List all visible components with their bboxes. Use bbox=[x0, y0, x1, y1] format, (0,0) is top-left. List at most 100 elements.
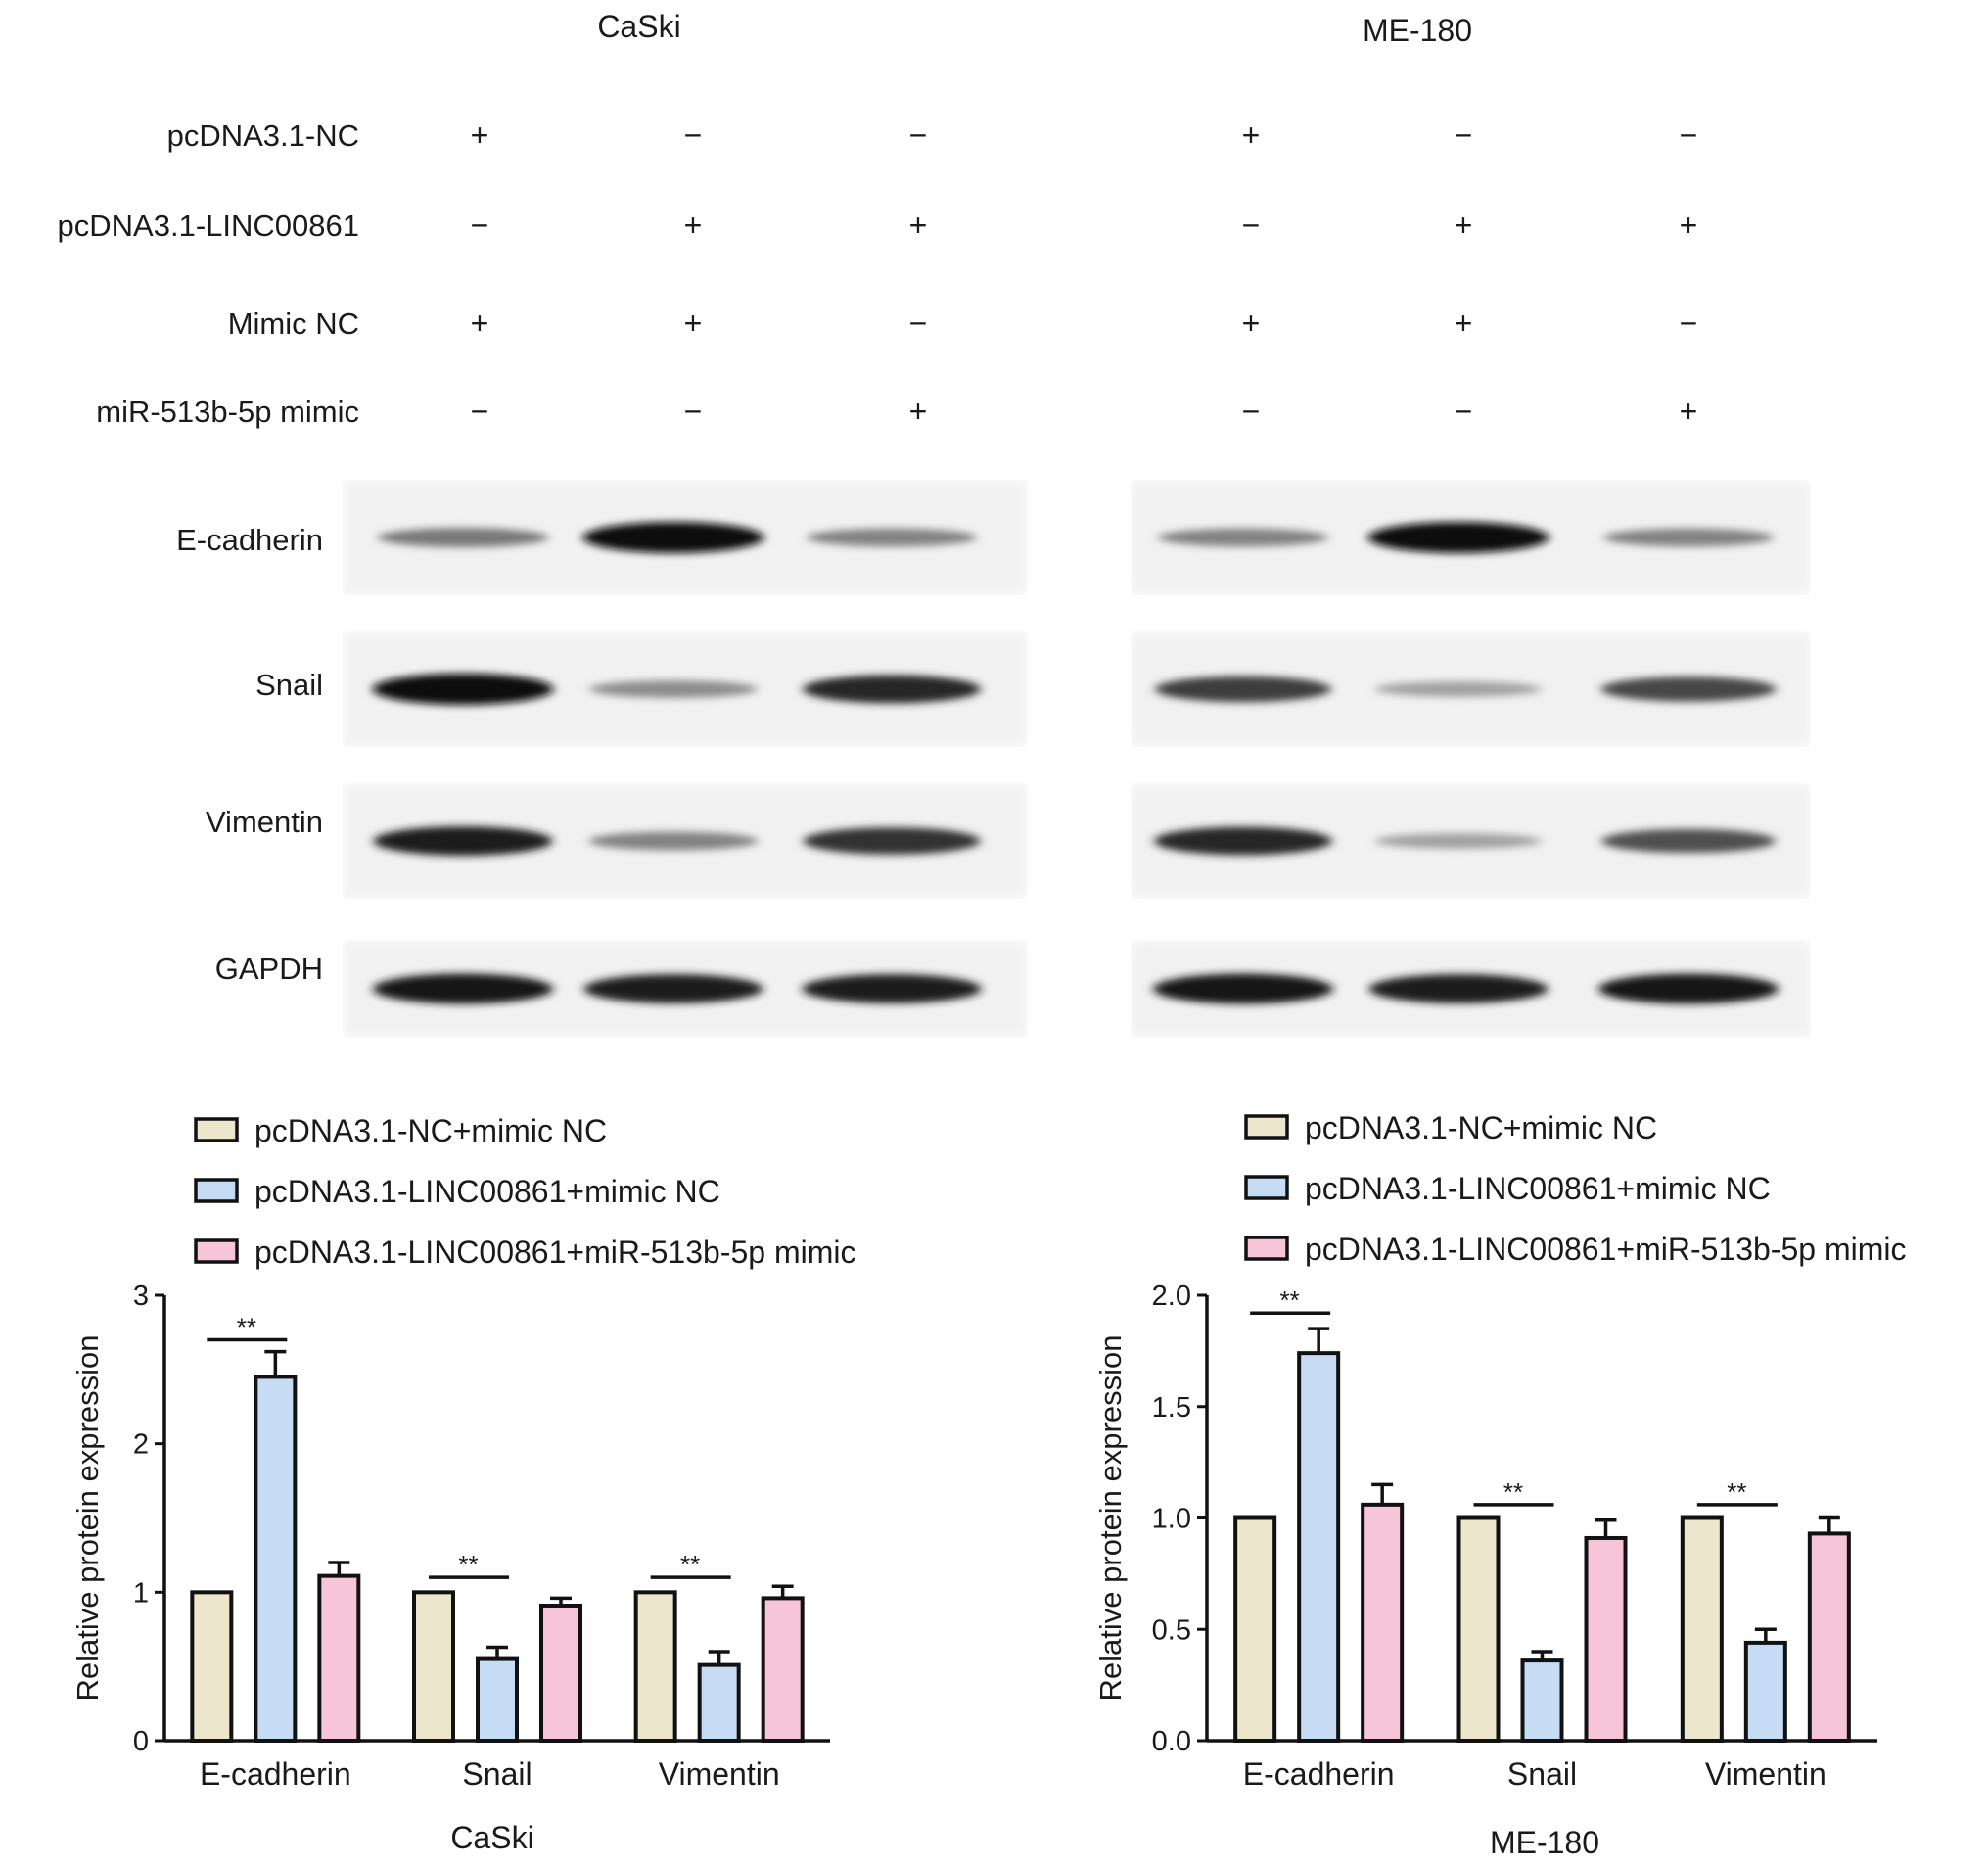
bar bbox=[761, 1596, 805, 1744]
y-tick-label: 0 bbox=[133, 1726, 149, 1757]
x-tick-label: E-cadherin bbox=[200, 1756, 351, 1792]
blot-band bbox=[373, 826, 553, 856]
blot-band bbox=[1600, 676, 1777, 702]
condition-label: pcDNA3.1-LINC00861 bbox=[58, 209, 359, 243]
blot-band bbox=[1155, 676, 1331, 703]
legend-swatch bbox=[1244, 1175, 1289, 1200]
legend-swatch bbox=[194, 1117, 239, 1142]
bar bbox=[1743, 1640, 1787, 1744]
bar bbox=[1361, 1502, 1405, 1743]
x-tick-label: Snail bbox=[462, 1756, 532, 1792]
me180-condition-sign: − bbox=[1242, 394, 1261, 429]
legend-swatch bbox=[1244, 1236, 1289, 1261]
blot-band bbox=[807, 528, 977, 547]
significance-label: ** bbox=[680, 1550, 700, 1579]
caski-condition-sign: − bbox=[471, 394, 489, 429]
me180-panel-title: ME-180 bbox=[1363, 13, 1472, 48]
blot-band bbox=[583, 974, 763, 1003]
y-tick-label: 2.0 bbox=[1152, 1281, 1191, 1312]
me180-condition-sign: − bbox=[1455, 117, 1473, 153]
western-blots: E-cadherin Snail Vimentin GAPDH bbox=[176, 480, 1811, 1038]
y-tick-label: 0.0 bbox=[1152, 1726, 1191, 1757]
blot-band bbox=[802, 974, 982, 1003]
x-tick-label: Vimentin bbox=[659, 1756, 780, 1792]
blot-band bbox=[372, 674, 554, 705]
me180-condition-sign: + bbox=[1680, 208, 1698, 243]
blot-band bbox=[803, 827, 981, 855]
x-tick-label: Snail bbox=[1507, 1756, 1577, 1792]
caski-condition-sign: − bbox=[909, 305, 928, 341]
blot-band bbox=[378, 528, 548, 547]
bar bbox=[190, 1590, 234, 1744]
caski-condition-sign: + bbox=[909, 394, 928, 429]
caski-blot-strip bbox=[343, 480, 1028, 595]
y-tick-label: 3 bbox=[133, 1281, 149, 1312]
bar bbox=[539, 1603, 582, 1743]
x-tick-label: E-cadherin bbox=[1243, 1756, 1395, 1792]
blot-band bbox=[1154, 826, 1332, 856]
blot-band bbox=[1601, 828, 1776, 854]
blot-protein-label: E-cadherin bbox=[176, 523, 323, 557]
me180-bar-chart: pcDNA3.1-NC+mimic NC pcDNA3.1-LINC00861+m… bbox=[1093, 1110, 1906, 1860]
caski-condition-sign: + bbox=[471, 117, 489, 153]
x-axis-label: ME-180 bbox=[1490, 1825, 1599, 1860]
caski-condition-sign: + bbox=[471, 305, 489, 341]
y-axis-label: Relative protein expression bbox=[70, 1335, 105, 1702]
caski-condition-sign: − bbox=[909, 117, 928, 153]
caski-condition-sign: − bbox=[684, 117, 703, 153]
caski-blot-strip bbox=[343, 783, 1028, 899]
caski-condition-sign: − bbox=[684, 394, 703, 429]
bar bbox=[1520, 1658, 1564, 1743]
me180-condition-sign: + bbox=[1455, 305, 1473, 341]
legend-entry: pcDNA3.1-LINC00861+mimic NC bbox=[1305, 1171, 1771, 1206]
blot-band bbox=[1158, 528, 1328, 547]
blot-band bbox=[803, 675, 981, 704]
bar bbox=[254, 1375, 298, 1743]
blot-protein-label: Vimentin bbox=[206, 805, 323, 839]
legend-entry: pcDNA3.1-LINC00861+miR-513b-5p mimic bbox=[254, 1235, 855, 1270]
y-tick-label: 1 bbox=[133, 1577, 149, 1609]
me180-condition-sign: − bbox=[1680, 305, 1698, 341]
legend-entry: pcDNA3.1-LINC00861+mimic NC bbox=[254, 1174, 720, 1209]
significance-label: ** bbox=[1503, 1477, 1523, 1507]
bar bbox=[317, 1573, 361, 1744]
condition-label: pcDNA3.1-NC bbox=[167, 118, 359, 153]
bar bbox=[697, 1662, 741, 1744]
treatment-conditions: pcDNA3.1-NC + − − + − − pcDNA3.1-LINC00861 − + + − +… bbox=[58, 117, 1698, 429]
blot-band bbox=[1368, 974, 1549, 1003]
condition-label: Mimic NC bbox=[228, 306, 359, 341]
bar bbox=[1233, 1515, 1277, 1743]
caski-blot-strip bbox=[343, 940, 1028, 1038]
legend-swatch bbox=[1244, 1114, 1289, 1140]
bar bbox=[1680, 1515, 1724, 1743]
significance-label: ** bbox=[458, 1550, 478, 1579]
me180-condition-sign: − bbox=[1455, 394, 1473, 429]
me180-condition-sign: + bbox=[1680, 394, 1698, 429]
caski-condition-sign: − bbox=[471, 208, 489, 243]
blot-band bbox=[1367, 522, 1549, 553]
me180-condition-sign: − bbox=[1242, 208, 1261, 243]
y-axis-label: Relative protein expression bbox=[1093, 1335, 1128, 1702]
x-axis-label: CaSki bbox=[450, 1820, 533, 1855]
me180-condition-sign: + bbox=[1242, 117, 1261, 153]
me180-blot-strip bbox=[1131, 631, 1811, 747]
significance-label: ** bbox=[1280, 1285, 1300, 1315]
bar bbox=[412, 1590, 455, 1744]
legend-swatch bbox=[194, 1238, 239, 1264]
blot-band bbox=[1603, 528, 1774, 547]
me180-condition-sign: − bbox=[1680, 117, 1698, 153]
y-tick-label: 2 bbox=[133, 1429, 149, 1461]
bar bbox=[1584, 1535, 1628, 1743]
me180-blot-strip bbox=[1131, 783, 1811, 899]
blot-band bbox=[582, 522, 764, 553]
blot-band bbox=[1153, 973, 1333, 1004]
y-tick-label: 0.5 bbox=[1152, 1614, 1191, 1646]
me180-blot-strip bbox=[1131, 480, 1811, 595]
me180-blot-strip bbox=[1131, 940, 1811, 1038]
bar bbox=[1456, 1515, 1501, 1743]
blot-protein-label: Snail bbox=[255, 668, 323, 702]
caski-condition-sign: + bbox=[684, 305, 703, 341]
legend-entry: pcDNA3.1-LINC00861+miR-513b-5p mimic bbox=[1305, 1232, 1906, 1267]
caski-bar-chart: pcDNA3.1-NC+mimic NC pcDNA3.1-LINC00861+m… bbox=[70, 1113, 855, 1855]
